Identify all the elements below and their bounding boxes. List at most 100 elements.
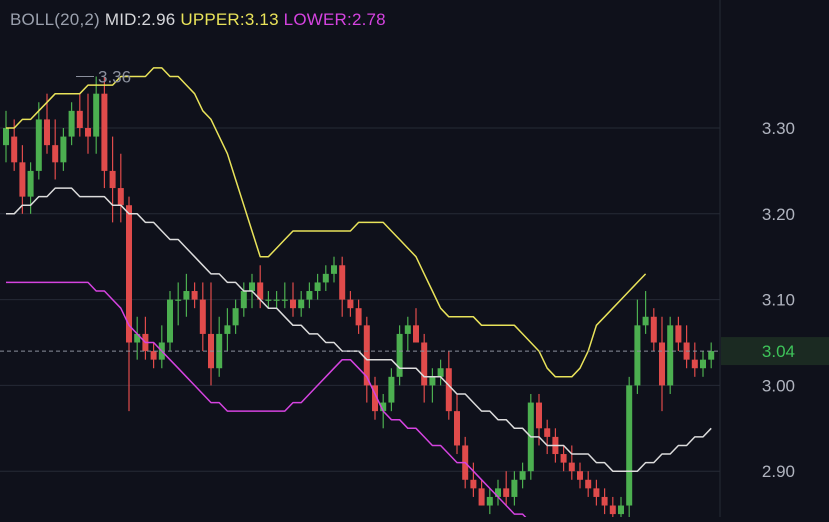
candle-body: [486, 496, 493, 506]
y-tick-label-3.30: 3.30: [762, 119, 795, 138]
candle: [470, 462, 477, 497]
candle: [503, 471, 510, 506]
candle: [626, 376, 633, 522]
candle-body: [183, 291, 190, 300]
candle: [19, 145, 26, 214]
candle: [52, 119, 59, 180]
candle-body: [76, 110, 83, 128]
candle-body: [355, 308, 362, 326]
candle: [347, 291, 354, 317]
candle-body: [117, 188, 124, 206]
candle-body: [199, 299, 206, 334]
candle-body: [85, 128, 91, 137]
candle: [372, 376, 378, 420]
y-tick-label-3.10: 3.10: [762, 291, 795, 310]
candle-body: [601, 496, 608, 506]
candle-body: [3, 128, 9, 146]
candle-body: [150, 351, 157, 360]
candle: [388, 368, 395, 412]
candle: [134, 316, 141, 360]
candle: [495, 479, 501, 506]
candle-body: [618, 505, 624, 515]
candle: [175, 282, 182, 326]
y-tick-label-3.00: 3.00: [762, 376, 795, 395]
candle: [265, 291, 272, 309]
candle: [150, 342, 157, 369]
candle-body: [609, 505, 616, 515]
candle-body: [560, 454, 567, 463]
candle-body: [659, 342, 665, 386]
candle: [298, 291, 305, 317]
candle: [167, 291, 173, 352]
candle-body: [290, 299, 296, 309]
candle: [76, 93, 83, 137]
candle: [109, 136, 116, 223]
price-markers: 3.04 3.36: [0, 68, 829, 366]
mid-value: 2.96: [141, 10, 176, 29]
high-marker-label: 3.36: [98, 68, 131, 87]
candle: [429, 368, 436, 403]
candle: [281, 282, 288, 309]
candle-body: [388, 376, 395, 403]
candle-body: [568, 462, 575, 472]
candle-body: [257, 282, 264, 300]
candle-body: [52, 145, 59, 163]
candle-body: [93, 93, 100, 137]
candle: [331, 256, 337, 283]
candle: [117, 153, 124, 223]
candle-body: [298, 299, 305, 309]
candle-body: [167, 299, 173, 343]
mid-label: MID:: [104, 10, 142, 29]
candle-body: [667, 325, 674, 386]
candle: [183, 273, 190, 317]
candle-body: [478, 488, 485, 506]
lower-label: LOWER:: [283, 10, 352, 29]
candle: [577, 462, 583, 489]
candle-body: [314, 282, 321, 292]
candle-body: [175, 299, 182, 301]
candle: [396, 325, 403, 386]
candle-body: [585, 479, 592, 489]
candle-body: [232, 308, 239, 326]
candle-body: [503, 488, 510, 497]
candle: [339, 256, 346, 317]
candle-body: [322, 273, 329, 283]
upper-value: 3.13: [244, 10, 279, 29]
candle-body: [347, 299, 354, 309]
candle-body: [11, 136, 18, 163]
candle-body: [626, 385, 633, 506]
candle: [35, 102, 42, 180]
candle: [454, 393, 460, 455]
candle-body: [240, 291, 247, 309]
candle: [601, 488, 608, 515]
candle: [199, 282, 206, 352]
candle-body: [191, 291, 198, 300]
candle-body: [404, 325, 411, 334]
candle-body: [281, 299, 288, 301]
candle-body: [224, 325, 231, 334]
grid-lines: [0, 0, 721, 517]
candle: [568, 445, 575, 480]
candle-body: [634, 325, 641, 386]
candle: [273, 291, 280, 309]
candle-body: [101, 93, 108, 171]
candle: [691, 342, 698, 377]
candle-body: [544, 428, 551, 437]
candle-body: [511, 479, 518, 497]
candle-body: [429, 376, 436, 386]
candle: [3, 110, 9, 163]
candle: [101, 76, 108, 189]
lower-value: 2.78: [351, 10, 386, 29]
candle-body: [265, 299, 272, 301]
candle: [659, 316, 665, 412]
candle: [585, 471, 592, 497]
candle-body: [577, 471, 583, 480]
candle-body: [134, 333, 141, 343]
candle: [85, 93, 91, 154]
candle: [232, 299, 239, 334]
candle-body: [413, 325, 419, 343]
candle: [413, 308, 419, 343]
